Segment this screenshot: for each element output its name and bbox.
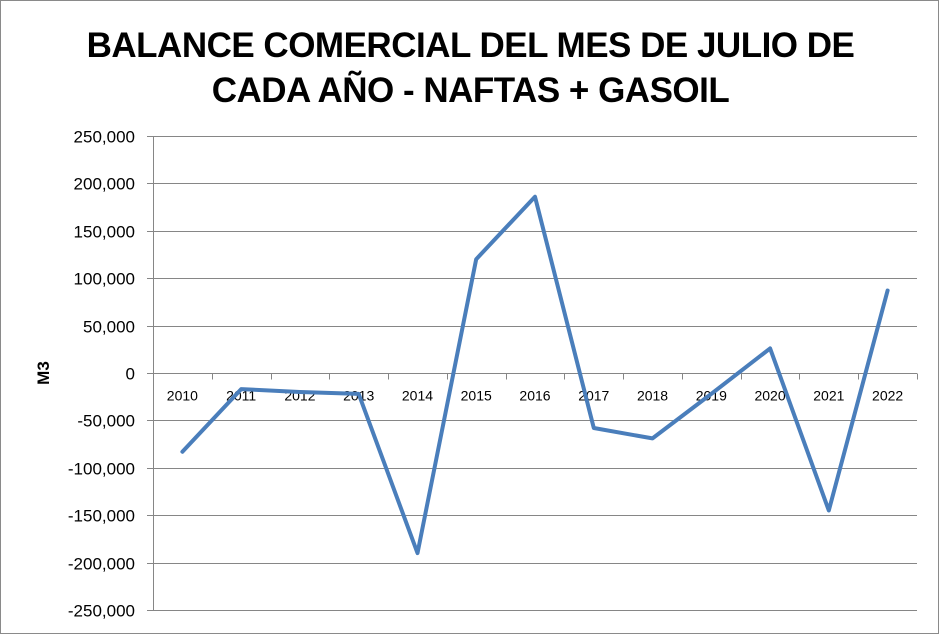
y-tick-label: -100,000 bbox=[68, 460, 135, 479]
y-tick-label: 250,000 bbox=[74, 128, 135, 147]
x-category-label: 2020 bbox=[754, 388, 785, 404]
x-category-label: 2015 bbox=[461, 388, 492, 404]
series-line bbox=[182, 197, 887, 553]
gridlines bbox=[147, 136, 918, 611]
y-tick-label: 0 bbox=[126, 365, 135, 384]
y-tick-label: 150,000 bbox=[74, 223, 135, 242]
y-tick-label: 50,000 bbox=[83, 318, 135, 337]
x-category-label: 2018 bbox=[637, 388, 668, 404]
x-category-label: 2010 bbox=[167, 388, 198, 404]
y-tick-label: -50,000 bbox=[77, 412, 135, 431]
y-tick-label: -150,000 bbox=[68, 507, 135, 526]
y-tick-label: 200,000 bbox=[74, 175, 135, 194]
y-tick-label: -200,000 bbox=[68, 555, 135, 574]
x-category-label: 2021 bbox=[813, 388, 844, 404]
x-category-label: 2016 bbox=[519, 388, 550, 404]
y-tick-label: -250,000 bbox=[68, 602, 135, 621]
y-tick-label: 100,000 bbox=[74, 270, 135, 289]
y-tick-labels: 250,000 200,000 150,000 100,000 50,000 0 -50,0… bbox=[68, 128, 135, 621]
y-axis-label: M3 bbox=[34, 361, 53, 385]
x-category-label: 2014 bbox=[402, 388, 433, 404]
x-category-label: 2022 bbox=[872, 388, 903, 404]
series-group bbox=[182, 197, 887, 554]
